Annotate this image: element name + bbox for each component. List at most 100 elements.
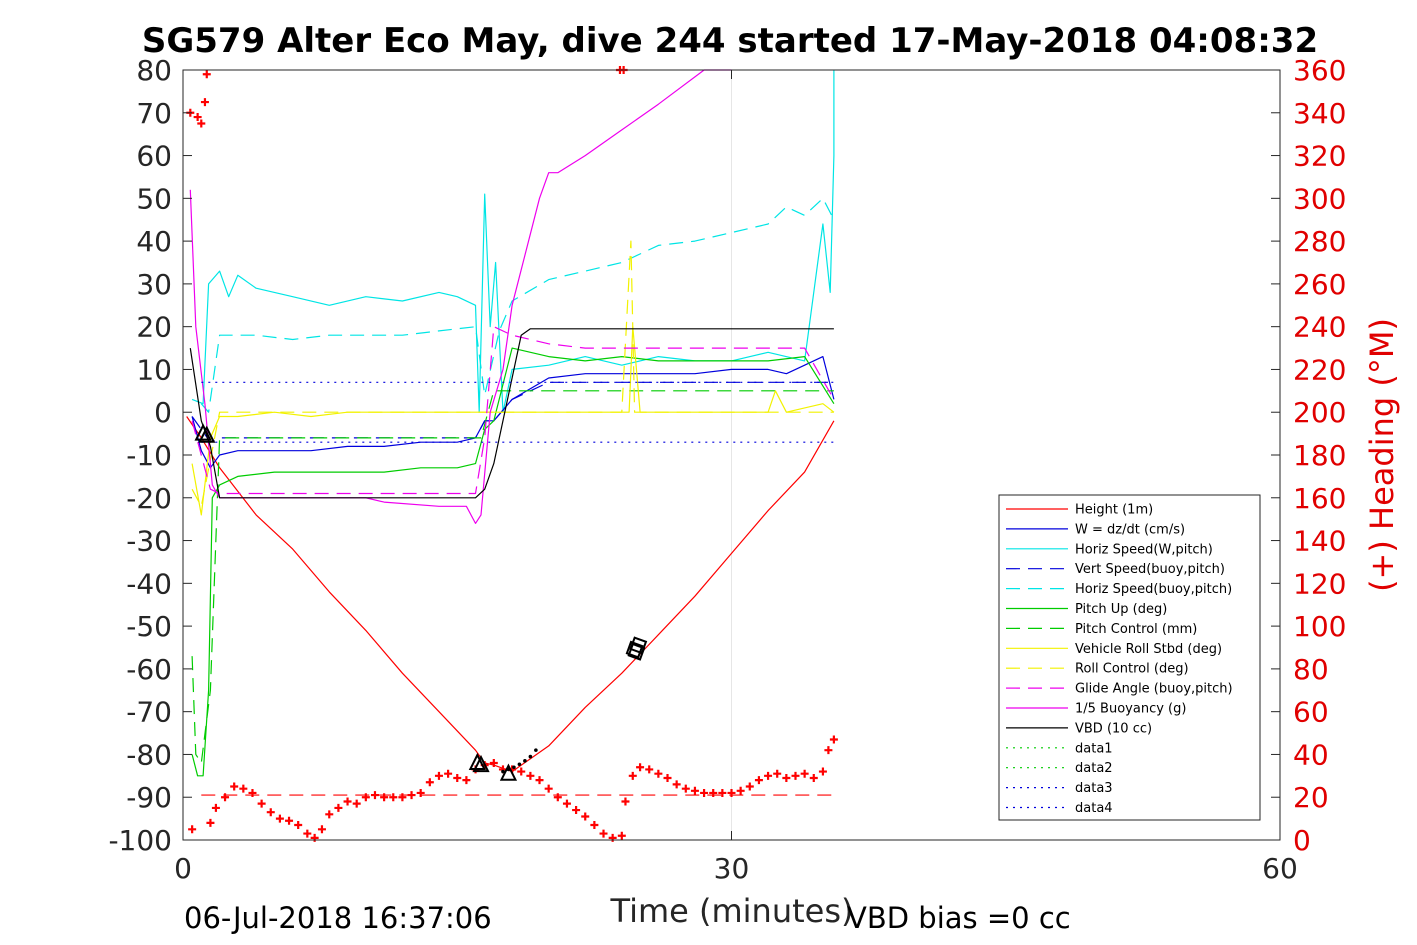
heading-point <box>257 799 266 808</box>
heading-point <box>800 769 809 778</box>
y-tick-label: 80 <box>136 54 172 87</box>
heading-point <box>681 784 690 793</box>
heading-point <box>718 788 727 797</box>
heading-point <box>709 788 718 797</box>
legend-entry: Horiz Speed(W,pitch) <box>1075 542 1213 557</box>
heading-point <box>517 767 526 776</box>
right-tick-label: 160 <box>1293 482 1346 515</box>
right-tick-label: 220 <box>1293 353 1346 386</box>
right-tick-label: 80 <box>1293 653 1329 686</box>
series-line-8 <box>191 240 834 507</box>
right-tick-label: 120 <box>1293 567 1346 600</box>
vbd-dot <box>517 762 522 767</box>
heading-point <box>462 776 471 785</box>
heading-point <box>310 833 319 842</box>
series-line-2 <box>191 70 835 413</box>
y-tick-label: 70 <box>136 97 172 130</box>
heading-point <box>294 821 303 830</box>
legend-entry: Height (1m) <box>1075 503 1153 518</box>
legend-entry: 1/5 Buoyancy (g) <box>1075 702 1186 717</box>
heading-point <box>193 113 202 122</box>
vbd-dot <box>523 759 527 763</box>
heading-point <box>188 825 197 834</box>
heading-point <box>416 788 425 797</box>
heading-point <box>425 778 434 787</box>
heading-point <box>824 746 833 755</box>
marker-layer <box>194 423 648 781</box>
heading-point <box>628 771 637 780</box>
y-tick-label: -90 <box>126 781 172 814</box>
y-tick-label: 50 <box>136 182 172 215</box>
heading-point <box>407 791 416 800</box>
right-tick-label: 40 <box>1293 738 1329 771</box>
heading-point <box>809 773 818 782</box>
heading-point <box>206 818 215 827</box>
right-tick-label: 280 <box>1293 225 1346 258</box>
heading-point <box>572 806 581 815</box>
heading-point <box>303 829 312 838</box>
y-tick-label: 40 <box>136 225 172 258</box>
heading-point <box>553 793 562 802</box>
right-tick-label: 180 <box>1293 439 1346 472</box>
triangle-marker <box>499 763 518 781</box>
legend-entry: Vert Speed(buoy,pitch) <box>1075 562 1225 577</box>
right-tick-label: 0 <box>1293 824 1311 857</box>
heading-point <box>544 784 553 793</box>
heading-point <box>782 773 791 782</box>
right-tick-label: 100 <box>1293 610 1346 643</box>
x-axis-label: Time (minutes) <box>610 892 854 930</box>
heading-point <box>275 814 284 823</box>
y-tick-label: -70 <box>126 696 172 729</box>
y-tick-label: -40 <box>126 567 172 600</box>
heading-point <box>380 793 389 802</box>
legend: Height (1m) W = dz/dt (cm/s) Horiz Speed(W… <box>998 494 1261 821</box>
heading-point <box>398 793 407 802</box>
legend-entry: data2 <box>1075 761 1113 776</box>
heading-point <box>444 769 453 778</box>
heading-point <box>239 784 248 793</box>
heading-point <box>636 763 645 772</box>
legend-entry: Horiz Speed(buoy,pitch) <box>1075 582 1232 597</box>
heading-point <box>745 782 754 791</box>
heading-point <box>562 799 571 808</box>
x-tick-label: 60 <box>1262 852 1298 885</box>
y-tick-label: -80 <box>126 738 172 771</box>
right-tick-label: 360 <box>1293 54 1346 87</box>
y-tick-label: 30 <box>136 268 172 301</box>
heading-point <box>727 788 736 797</box>
right-tick-label: 60 <box>1293 696 1329 729</box>
heading-point <box>453 773 462 782</box>
heading-point <box>791 771 800 780</box>
heading-point <box>818 767 827 776</box>
triangle-marker <box>194 423 212 441</box>
heading-point <box>526 771 535 780</box>
right-tick-label: 260 <box>1293 268 1346 301</box>
heading-point <box>535 776 544 785</box>
x-tick-label: 30 <box>714 852 750 885</box>
series-line-10 <box>189 69 732 525</box>
series-layer <box>186 69 835 777</box>
heading-point <box>489 759 498 767</box>
chart-title: SG579 Alter Eco May, dive 244 started 17… <box>142 21 1318 61</box>
right-tick-label: 340 <box>1293 97 1346 130</box>
x-tick-label: 0 <box>174 852 192 885</box>
heading-point <box>325 810 334 819</box>
y-tick-label: -60 <box>126 653 172 686</box>
heading-point <box>590 821 599 830</box>
legend-entry: VBD (10 cc) <box>1075 721 1152 736</box>
axes-layer: 80706050403020100-10-20-30-40-50-60-70-8… <box>108 54 1346 885</box>
heading-point <box>361 793 370 802</box>
legend-entry: data3 <box>1075 781 1113 796</box>
y-tick-label: -50 <box>126 610 172 643</box>
heading-point <box>211 803 220 812</box>
heading-point <box>645 765 654 774</box>
vbd-dot <box>528 754 533 759</box>
heading-point <box>334 803 343 812</box>
series-line-5 <box>191 347 835 777</box>
heading-point <box>617 831 626 840</box>
right-axis-label: (+) Heading (°M) <box>1363 318 1401 592</box>
heading-point <box>197 119 206 128</box>
heading-point <box>285 816 294 825</box>
heading-point <box>343 797 352 806</box>
